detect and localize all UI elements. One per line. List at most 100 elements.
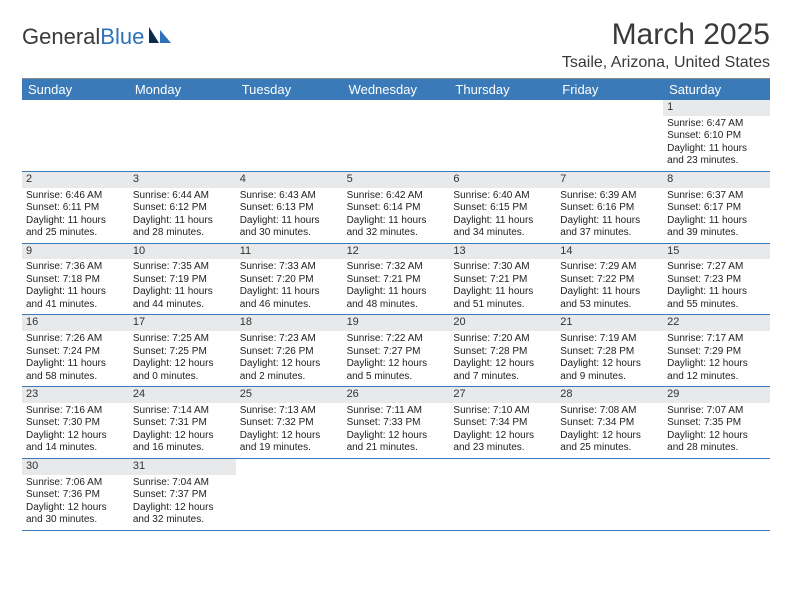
weekday-header: Saturday [663,79,770,100]
day-info-sunset: Sunset: 6:14 PM [347,202,446,215]
day-info-day2: and 16 minutes. [133,442,232,455]
day-info-day1: Daylight: 11 hours [560,215,659,228]
date-number: 22 [663,315,770,331]
calendar-day-cell: 27Sunrise: 7:10 AMSunset: 7:34 PMDayligh… [449,387,556,459]
day-info-day1: Daylight: 12 hours [453,430,552,443]
calendar-day-cell [236,459,343,531]
day-info-sunrise: Sunrise: 7:04 AM [133,477,232,490]
day-info-day2: and 9 minutes. [560,371,659,384]
calendar-day-cell: 17Sunrise: 7:25 AMSunset: 7:25 PMDayligh… [129,315,236,387]
date-number: 3 [129,172,236,188]
calendar-day-cell: 28Sunrise: 7:08 AMSunset: 7:34 PMDayligh… [556,387,663,459]
day-info-day1: Daylight: 11 hours [240,286,339,299]
day-info-day1: Daylight: 12 hours [240,358,339,371]
day-info-day1: Daylight: 11 hours [453,215,552,228]
day-info-sunrise: Sunrise: 7:30 AM [453,261,552,274]
date-number: 2 [22,172,129,188]
day-info-sunrise: Sunrise: 6:39 AM [560,190,659,203]
day-info-sunrise: Sunrise: 7:23 AM [240,333,339,346]
day-info-sunset: Sunset: 7:28 PM [453,346,552,359]
day-info-day2: and 48 minutes. [347,299,446,312]
day-info-day2: and 21 minutes. [347,442,446,455]
day-info-day2: and 55 minutes. [667,299,766,312]
day-info-sunrise: Sunrise: 7:08 AM [560,405,659,418]
date-number: 9 [22,244,129,260]
calendar-week-row: 30Sunrise: 7:06 AMSunset: 7:36 PMDayligh… [22,459,770,531]
day-info-sunrise: Sunrise: 7:16 AM [26,405,125,418]
day-info-sunrise: Sunrise: 7:29 AM [560,261,659,274]
day-info-day1: Daylight: 12 hours [133,502,232,515]
day-info-sunset: Sunset: 7:33 PM [347,417,446,430]
calendar-day-cell: 11Sunrise: 7:33 AMSunset: 7:20 PMDayligh… [236,244,343,316]
calendar-day-cell: 15Sunrise: 7:27 AMSunset: 7:23 PMDayligh… [663,244,770,316]
calendar-day-cell: 3Sunrise: 6:44 AMSunset: 6:12 PMDaylight… [129,172,236,244]
day-info-sunrise: Sunrise: 7:35 AM [133,261,232,274]
day-info-day2: and 5 minutes. [347,371,446,384]
calendar-day-cell: 5Sunrise: 6:42 AMSunset: 6:14 PMDaylight… [343,172,450,244]
day-info-sunrise: Sunrise: 7:19 AM [560,333,659,346]
day-info-day2: and 23 minutes. [667,155,766,168]
day-info-sunset: Sunset: 6:10 PM [667,130,766,143]
date-number: 23 [22,387,129,403]
day-info-sunset: Sunset: 6:15 PM [453,202,552,215]
calendar-day-cell [236,100,343,172]
day-info-sunrise: Sunrise: 6:47 AM [667,118,766,131]
date-number: 13 [449,244,556,260]
day-info-sunrise: Sunrise: 7:22 AM [347,333,446,346]
title-block: March 2025 Tsaile, Arizona, United State… [562,18,770,72]
day-info-day1: Daylight: 12 hours [240,430,339,443]
day-info-day2: and 34 minutes. [453,227,552,240]
day-info-sunset: Sunset: 7:36 PM [26,489,125,502]
day-info-day1: Daylight: 11 hours [667,286,766,299]
day-info-sunrise: Sunrise: 7:13 AM [240,405,339,418]
weekday-header: Sunday [22,79,129,100]
day-info-day1: Daylight: 12 hours [560,430,659,443]
day-info-sunset: Sunset: 7:35 PM [667,417,766,430]
calendar-grid: Sunday Monday Tuesday Wednesday Thursday… [22,78,770,531]
brand-logo: GeneralBlue [22,24,173,50]
date-number: 4 [236,172,343,188]
calendar-day-cell: 25Sunrise: 7:13 AMSunset: 7:32 PMDayligh… [236,387,343,459]
day-info-day2: and 25 minutes. [26,227,125,240]
weekday-header: Monday [129,79,236,100]
day-info-sunrise: Sunrise: 7:25 AM [133,333,232,346]
date-number: 5 [343,172,450,188]
day-info-sunset: Sunset: 7:32 PM [240,417,339,430]
weekday-header: Tuesday [236,79,343,100]
day-info-sunrise: Sunrise: 6:46 AM [26,190,125,203]
date-number: 29 [663,387,770,403]
calendar-day-cell [449,459,556,531]
date-number: 19 [343,315,450,331]
day-info-sunset: Sunset: 7:34 PM [560,417,659,430]
day-info-sunrise: Sunrise: 7:11 AM [347,405,446,418]
calendar-day-cell: 19Sunrise: 7:22 AMSunset: 7:27 PMDayligh… [343,315,450,387]
date-number: 15 [663,244,770,260]
calendar-day-cell: 8Sunrise: 6:37 AMSunset: 6:17 PMDaylight… [663,172,770,244]
calendar-day-cell [343,459,450,531]
weekday-header: Friday [556,79,663,100]
day-info-day2: and 2 minutes. [240,371,339,384]
weekday-header: Wednesday [343,79,450,100]
calendar-week-row: 23Sunrise: 7:16 AMSunset: 7:30 PMDayligh… [22,387,770,459]
date-number: 26 [343,387,450,403]
date-number: 7 [556,172,663,188]
calendar-day-cell [22,100,129,172]
date-number: 12 [343,244,450,260]
day-info-sunset: Sunset: 6:17 PM [667,202,766,215]
brand-sail-icon [147,25,173,50]
day-info-sunset: Sunset: 7:28 PM [560,346,659,359]
day-info-sunrise: Sunrise: 7:33 AM [240,261,339,274]
day-info-sunrise: Sunrise: 7:32 AM [347,261,446,274]
day-info-sunset: Sunset: 7:23 PM [667,274,766,287]
date-number: 11 [236,244,343,260]
date-number: 31 [129,459,236,475]
day-info-day1: Daylight: 11 hours [26,358,125,371]
day-info-sunrise: Sunrise: 6:42 AM [347,190,446,203]
calendar-day-cell: 16Sunrise: 7:26 AMSunset: 7:24 PMDayligh… [22,315,129,387]
calendar-week-row: 16Sunrise: 7:26 AMSunset: 7:24 PMDayligh… [22,315,770,387]
calendar-day-cell: 6Sunrise: 6:40 AMSunset: 6:15 PMDaylight… [449,172,556,244]
calendar-day-cell [556,100,663,172]
day-info-day2: and 28 minutes. [133,227,232,240]
date-number: 1 [663,100,770,116]
day-info-sunrise: Sunrise: 7:26 AM [26,333,125,346]
